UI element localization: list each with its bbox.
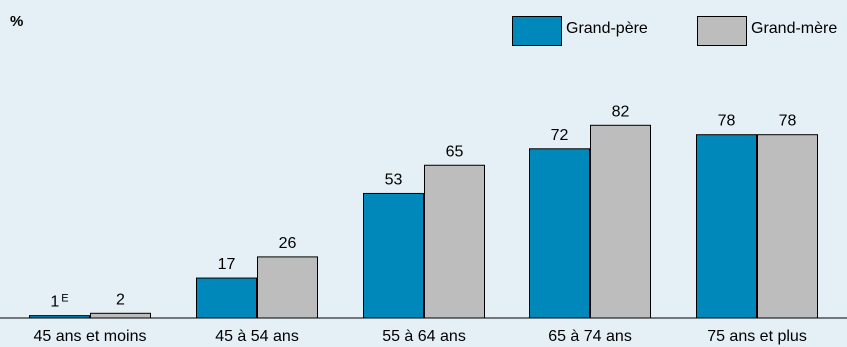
- bar-s2-3: [424, 164, 485, 319]
- data-label-s2-4: 82: [612, 103, 630, 120]
- data-label-s1-2: 17: [218, 256, 236, 273]
- legend-swatch-series-2: [697, 16, 747, 46]
- data-label-s1-4: 72: [551, 127, 569, 144]
- bar-s2-2: [257, 256, 318, 319]
- x-tick-label-1: 45 ans et moins: [34, 328, 147, 345]
- bar-s2-4: [590, 124, 651, 319]
- data-label-s2-2: 26: [279, 235, 297, 252]
- data-label-s2-3: 65: [446, 143, 464, 160]
- x-tick-label-4: 65 à 74 ans: [548, 328, 632, 345]
- bar-s1-2: [196, 277, 257, 319]
- x-tick-label-3: 55 à 64 ans: [382, 328, 466, 345]
- legend-label-series-2: Grand-mère: [751, 20, 838, 37]
- data-label-s1-5: 78: [718, 113, 736, 130]
- bar-s1-3: [363, 192, 424, 319]
- data-label-s2-5: 78: [779, 113, 797, 130]
- x-tick-label-5: 75 ans et plus: [707, 328, 807, 345]
- legend-swatch-series-1: [512, 16, 562, 46]
- y-axis-unit-label: %: [10, 13, 24, 30]
- legend-label-series-1: Grand-père: [566, 20, 648, 37]
- bar-s1-4: [529, 148, 590, 319]
- data-label-s1-3: 53: [385, 171, 403, 188]
- x-tick-label-2: 45 à 54 ans: [215, 328, 299, 345]
- data-label-s2-1: 2: [116, 291, 125, 308]
- bar-s1-5: [696, 134, 757, 319]
- bar-s2-5: [757, 134, 818, 319]
- bar-s2-1: [90, 312, 151, 319]
